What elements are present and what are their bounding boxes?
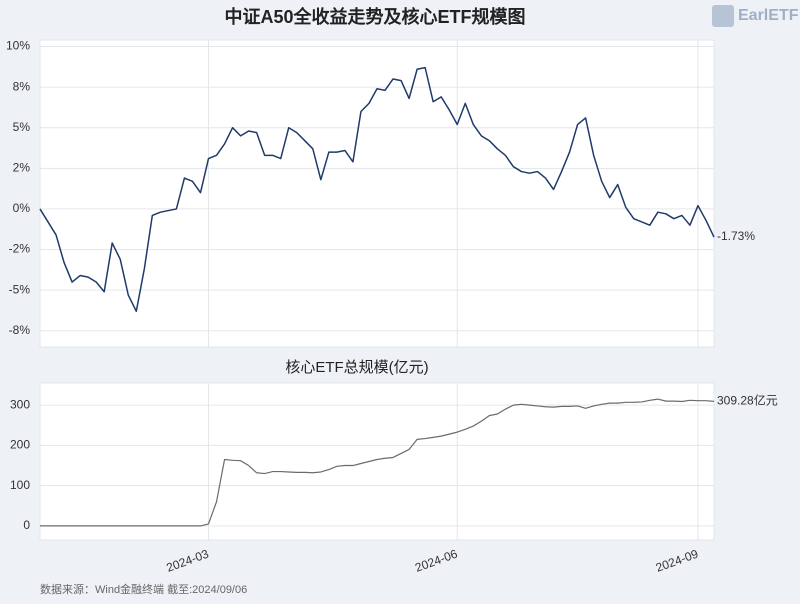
y-tick-label: 300	[10, 397, 30, 411]
y-tick-label: 100	[10, 478, 30, 492]
plot-area	[39, 382, 715, 541]
logo: EarlETF	[738, 7, 799, 24]
y-tick-label: 10%	[6, 39, 30, 53]
x-tick-label: 2024-06	[413, 547, 459, 575]
end-label: 309.28亿元	[717, 393, 778, 408]
x-tick-label: 2024-03	[164, 547, 210, 575]
y-tick-label: -8%	[9, 323, 31, 337]
line	[39, 66, 715, 313]
y-tick-label: 5%	[13, 120, 31, 134]
y-tick-label: -5%	[9, 282, 31, 296]
source-note: 数据来源：Wind金融终端 截至:2024/09/06	[40, 582, 247, 596]
y-tick-label: 8%	[13, 79, 31, 93]
y-tick-label: 2%	[13, 160, 31, 174]
x-tick-label: 2024-09	[654, 547, 700, 575]
y-tick-label: 0	[23, 518, 30, 532]
plot-area	[39, 39, 715, 348]
figure-title: 中证A50全收益走势及核心ETF规模图	[224, 6, 525, 27]
y-tick-label: 0%	[13, 201, 31, 215]
logo-icon	[712, 5, 734, 27]
y-tick-label: 200	[10, 438, 30, 452]
line	[40, 398, 715, 527]
end-label: -1.73%	[717, 229, 755, 243]
y-tick-label: -2%	[9, 242, 31, 256]
subplot-title: 核心ETF总规模(亿元)	[285, 359, 428, 376]
